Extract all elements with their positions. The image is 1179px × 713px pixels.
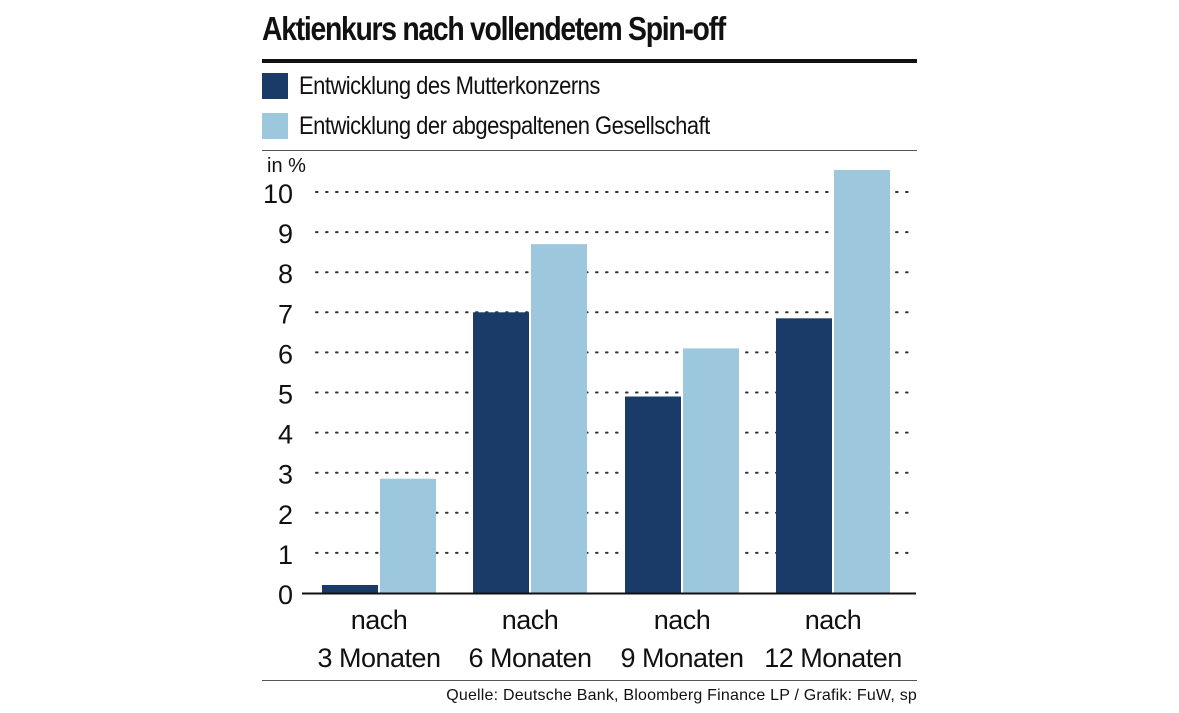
x-tick-label-1-line2: 3 Monaten bbox=[317, 643, 440, 673]
y-tick-label-8: 8 bbox=[278, 259, 293, 289]
x-tick-label-2-line1: nach bbox=[502, 605, 559, 635]
legend-label-abgespalten: Entwicklung der abgespaltenen Gesellscha… bbox=[299, 111, 710, 140]
bar-series1-cat2 bbox=[473, 312, 529, 593]
y-tick-label-3: 3 bbox=[278, 460, 293, 490]
y-tick-label-9: 9 bbox=[278, 219, 293, 249]
x-tick-label-3-line2: 9 Monaten bbox=[620, 643, 743, 673]
y-tick-label-6: 6 bbox=[278, 339, 293, 369]
footer-divider bbox=[262, 680, 917, 681]
bar-series2-cat4 bbox=[834, 169, 890, 593]
y-tick-label-0: 0 bbox=[278, 580, 293, 610]
chart-title: Aktienkurs nach vollendetem Spin-off bbox=[262, 10, 726, 47]
legend-entry-mutterkonzern: Entwicklung des Mutterkonzerns bbox=[262, 71, 641, 101]
x-tick-label-4-line1: nach bbox=[805, 605, 862, 635]
source-note: Quelle: Deutsche Bank, Bloomberg Finance… bbox=[446, 687, 917, 704]
bar-series2-cat2 bbox=[531, 244, 587, 593]
bar-series2-cat3 bbox=[683, 348, 739, 593]
legend-label-mutterkonzern: Entwicklung des Mutterkonzerns bbox=[299, 71, 600, 100]
x-tick-label-3-line1: nach bbox=[654, 605, 711, 635]
y-unit-label: in % bbox=[267, 155, 306, 177]
bar-series1-cat3 bbox=[625, 396, 681, 593]
x-tick-label-2-line2: 6 Monaten bbox=[468, 643, 591, 673]
legend-entry-abgespalten: Entwicklung der abgespaltenen Gesellscha… bbox=[262, 111, 766, 141]
y-tick-label-1: 1 bbox=[278, 540, 293, 570]
bar-series1-cat1 bbox=[322, 584, 378, 593]
y-tick-label-5: 5 bbox=[278, 380, 293, 410]
bar-series1-cat4 bbox=[776, 318, 832, 593]
x-tick-label-1-line1: nach bbox=[351, 605, 408, 635]
y-tick-label-10: 10 bbox=[263, 179, 293, 209]
bar-series2-cat1 bbox=[380, 478, 436, 593]
y-tick-label-2: 2 bbox=[278, 500, 293, 530]
legend-swatch-abgespalten bbox=[262, 113, 288, 139]
legend-swatch-mutterkonzern bbox=[262, 73, 288, 99]
x-tick-label-4-line2: 12 Monaten bbox=[764, 643, 902, 673]
y-tick-label-7: 7 bbox=[278, 299, 293, 329]
title-rule bbox=[262, 59, 917, 63]
legend-divider bbox=[262, 150, 917, 151]
y-tick-label-4: 4 bbox=[278, 420, 293, 450]
